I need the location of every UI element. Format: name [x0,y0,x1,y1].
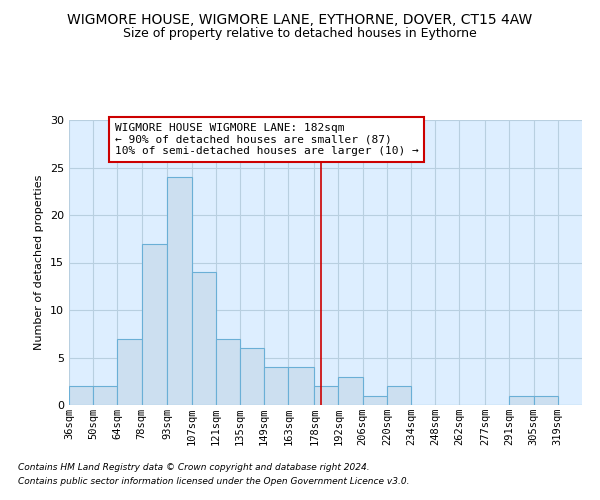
Bar [264,367,289,405]
Text: Contains HM Land Registry data © Crown copyright and database right 2024.: Contains HM Land Registry data © Crown c… [18,464,370,472]
Text: WIGMORE HOUSE, WIGMORE LANE, EYTHORNE, DOVER, CT15 4AW: WIGMORE HOUSE, WIGMORE LANE, EYTHORNE, D… [67,12,533,26]
Bar [509,396,533,405]
Text: Contains public sector information licensed under the Open Government Licence v3: Contains public sector information licen… [18,477,409,486]
Bar [216,338,240,405]
Bar [118,338,142,405]
Bar [338,376,362,405]
Bar [191,272,216,405]
Bar [289,367,314,405]
Text: WIGMORE HOUSE WIGMORE LANE: 182sqm
← 90% of detached houses are smaller (87)
10%: WIGMORE HOUSE WIGMORE LANE: 182sqm ← 90%… [115,123,418,156]
Bar [167,177,191,405]
Bar [240,348,264,405]
Bar [142,244,167,405]
Bar [533,396,558,405]
Text: Size of property relative to detached houses in Eythorne: Size of property relative to detached ho… [123,28,477,40]
Bar [362,396,387,405]
Bar [314,386,338,405]
Bar [387,386,411,405]
Bar [69,386,93,405]
Y-axis label: Number of detached properties: Number of detached properties [34,175,44,350]
Bar [93,386,118,405]
